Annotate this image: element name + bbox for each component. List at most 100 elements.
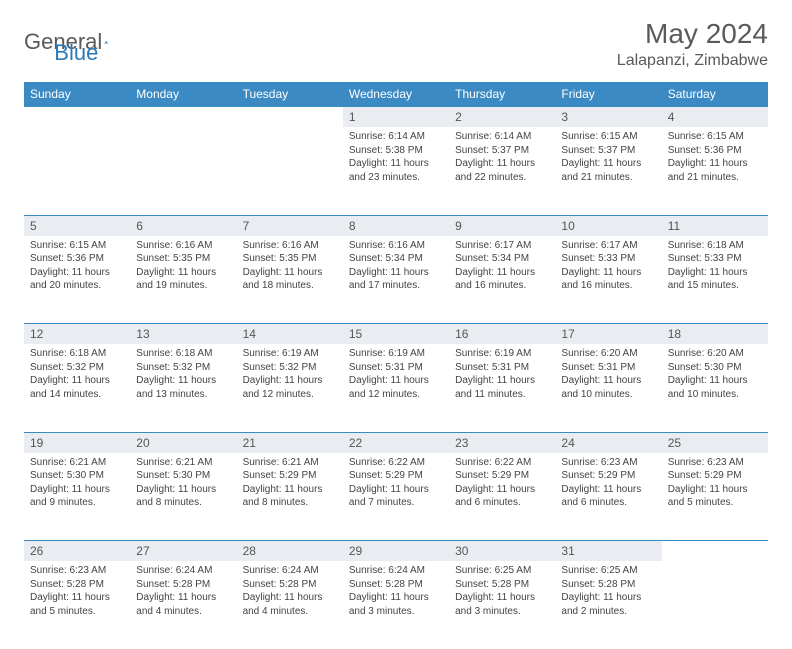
daylight-line: Daylight: 11 hours and 5 minutes. — [30, 591, 124, 618]
sunset-line: Sunset: 5:36 PM — [30, 252, 124, 266]
daylight-line: Daylight: 11 hours and 9 minutes. — [30, 483, 124, 510]
sunrise-line: Sunrise: 6:18 AM — [136, 347, 230, 361]
sunrise-line: Sunrise: 6:17 AM — [561, 239, 655, 253]
day-number: 14 — [237, 324, 343, 344]
day-cell: Sunrise: 6:25 AMSunset: 5:28 PMDaylight:… — [555, 561, 661, 624]
day-number — [24, 107, 130, 113]
daylight-line: Daylight: 11 hours and 23 minutes. — [349, 157, 443, 184]
sunrise-line: Sunrise: 6:21 AM — [136, 456, 230, 470]
month-title: May 2024 — [617, 18, 768, 50]
sunrise-line: Sunrise: 6:23 AM — [668, 456, 762, 470]
day-number: 9 — [449, 216, 555, 236]
day-number: 13 — [130, 324, 236, 344]
weekday-header: Thursday — [449, 82, 555, 107]
day-number: 6 — [130, 216, 236, 236]
day-number: 16 — [449, 324, 555, 344]
day-cell: Sunrise: 6:19 AMSunset: 5:32 PMDaylight:… — [237, 344, 343, 407]
day-cell: Sunrise: 6:23 AMSunset: 5:29 PMDaylight:… — [555, 453, 661, 516]
day-number: 2 — [449, 107, 555, 127]
day-number: 21 — [237, 433, 343, 453]
calendar-table: SundayMondayTuesdayWednesdayThursdayFrid… — [24, 82, 768, 649]
weekday-header: Wednesday — [343, 82, 449, 107]
day-cell: Sunrise: 6:19 AMSunset: 5:31 PMDaylight:… — [449, 344, 555, 407]
day-number: 27 — [130, 541, 236, 561]
day-cell: Sunrise: 6:16 AMSunset: 5:35 PMDaylight:… — [130, 236, 236, 299]
day-cell: Sunrise: 6:20 AMSunset: 5:31 PMDaylight:… — [555, 344, 661, 407]
sunrise-line: Sunrise: 6:18 AM — [668, 239, 762, 253]
daylight-line: Daylight: 11 hours and 16 minutes. — [561, 266, 655, 293]
sunrise-line: Sunrise: 6:24 AM — [136, 564, 230, 578]
day-cell: Sunrise: 6:20 AMSunset: 5:30 PMDaylight:… — [662, 344, 768, 407]
sunset-line: Sunset: 5:34 PM — [455, 252, 549, 266]
daylight-line: Daylight: 11 hours and 6 minutes. — [561, 483, 655, 510]
day-cell: Sunrise: 6:15 AMSunset: 5:36 PMDaylight:… — [662, 127, 768, 190]
location-subtitle: Lalapanzi, Zimbabwe — [617, 52, 768, 70]
day-cell: Sunrise: 6:14 AMSunset: 5:38 PMDaylight:… — [343, 127, 449, 190]
day-number: 23 — [449, 433, 555, 453]
day-number — [662, 541, 768, 547]
day-cell: Sunrise: 6:23 AMSunset: 5:29 PMDaylight:… — [662, 453, 768, 516]
day-number: 25 — [662, 433, 768, 453]
daylight-line: Daylight: 11 hours and 4 minutes. — [136, 591, 230, 618]
day-cell: Sunrise: 6:21 AMSunset: 5:29 PMDaylight:… — [237, 453, 343, 516]
day-cell — [662, 561, 768, 570]
sunset-line: Sunset: 5:31 PM — [349, 361, 443, 375]
sunrise-line: Sunrise: 6:16 AM — [349, 239, 443, 253]
daylight-line: Daylight: 11 hours and 3 minutes. — [349, 591, 443, 618]
day-number: 31 — [555, 541, 661, 561]
daylight-line: Daylight: 11 hours and 15 minutes. — [668, 266, 762, 293]
sunset-line: Sunset: 5:29 PM — [349, 469, 443, 483]
daylight-line: Daylight: 11 hours and 20 minutes. — [30, 266, 124, 293]
day-cell: Sunrise: 6:21 AMSunset: 5:30 PMDaylight:… — [24, 453, 130, 516]
day-cell: Sunrise: 6:23 AMSunset: 5:28 PMDaylight:… — [24, 561, 130, 624]
sunset-line: Sunset: 5:33 PM — [561, 252, 655, 266]
sunset-line: Sunset: 5:32 PM — [136, 361, 230, 375]
sunrise-line: Sunrise: 6:18 AM — [30, 347, 124, 361]
daylight-line: Daylight: 11 hours and 7 minutes. — [349, 483, 443, 510]
sunrise-line: Sunrise: 6:22 AM — [349, 456, 443, 470]
sunset-line: Sunset: 5:35 PM — [136, 252, 230, 266]
daylight-line: Daylight: 11 hours and 5 minutes. — [668, 483, 762, 510]
daylight-line: Daylight: 11 hours and 8 minutes. — [243, 483, 337, 510]
daylight-line: Daylight: 11 hours and 16 minutes. — [455, 266, 549, 293]
sunset-line: Sunset: 5:29 PM — [243, 469, 337, 483]
brand-logo: General Blue — [24, 18, 98, 66]
daylight-line: Daylight: 11 hours and 3 minutes. — [455, 591, 549, 618]
day-cell: Sunrise: 6:16 AMSunset: 5:35 PMDaylight:… — [237, 236, 343, 299]
sunset-line: Sunset: 5:38 PM — [349, 144, 443, 158]
day-number: 7 — [237, 216, 343, 236]
sunset-line: Sunset: 5:35 PM — [243, 252, 337, 266]
daylight-line: Daylight: 11 hours and 17 minutes. — [349, 266, 443, 293]
daylight-line: Daylight: 11 hours and 22 minutes. — [455, 157, 549, 184]
day-number: 12 — [24, 324, 130, 344]
day-number: 29 — [343, 541, 449, 561]
sunset-line: Sunset: 5:31 PM — [561, 361, 655, 375]
sunrise-line: Sunrise: 6:24 AM — [243, 564, 337, 578]
day-number: 4 — [662, 107, 768, 127]
day-number: 15 — [343, 324, 449, 344]
sunrise-line: Sunrise: 6:22 AM — [455, 456, 549, 470]
day-number: 19 — [24, 433, 130, 453]
day-cell: Sunrise: 6:21 AMSunset: 5:30 PMDaylight:… — [130, 453, 236, 516]
daylight-line: Daylight: 11 hours and 10 minutes. — [668, 374, 762, 401]
page-header: General Blue May 2024 Lalapanzi, Zimbabw… — [0, 0, 792, 78]
sunrise-line: Sunrise: 6:16 AM — [136, 239, 230, 253]
sunrise-line: Sunrise: 6:25 AM — [561, 564, 655, 578]
day-cell: Sunrise: 6:17 AMSunset: 5:34 PMDaylight:… — [449, 236, 555, 299]
day-number: 28 — [237, 541, 343, 561]
day-number — [237, 107, 343, 113]
sunrise-line: Sunrise: 6:23 AM — [561, 456, 655, 470]
day-cell: Sunrise: 6:24 AMSunset: 5:28 PMDaylight:… — [343, 561, 449, 624]
day-cell: Sunrise: 6:18 AMSunset: 5:32 PMDaylight:… — [24, 344, 130, 407]
day-cell: Sunrise: 6:24 AMSunset: 5:28 PMDaylight:… — [130, 561, 236, 624]
title-block: May 2024 Lalapanzi, Zimbabwe — [617, 18, 768, 70]
weekday-header: Sunday — [24, 82, 130, 107]
day-cell: Sunrise: 6:24 AMSunset: 5:28 PMDaylight:… — [237, 561, 343, 624]
sunset-line: Sunset: 5:37 PM — [455, 144, 549, 158]
day-number: 17 — [555, 324, 661, 344]
day-cell: Sunrise: 6:14 AMSunset: 5:37 PMDaylight:… — [449, 127, 555, 190]
sunset-line: Sunset: 5:29 PM — [561, 469, 655, 483]
day-number: 30 — [449, 541, 555, 561]
sunrise-line: Sunrise: 6:20 AM — [561, 347, 655, 361]
sunrise-line: Sunrise: 6:23 AM — [30, 564, 124, 578]
